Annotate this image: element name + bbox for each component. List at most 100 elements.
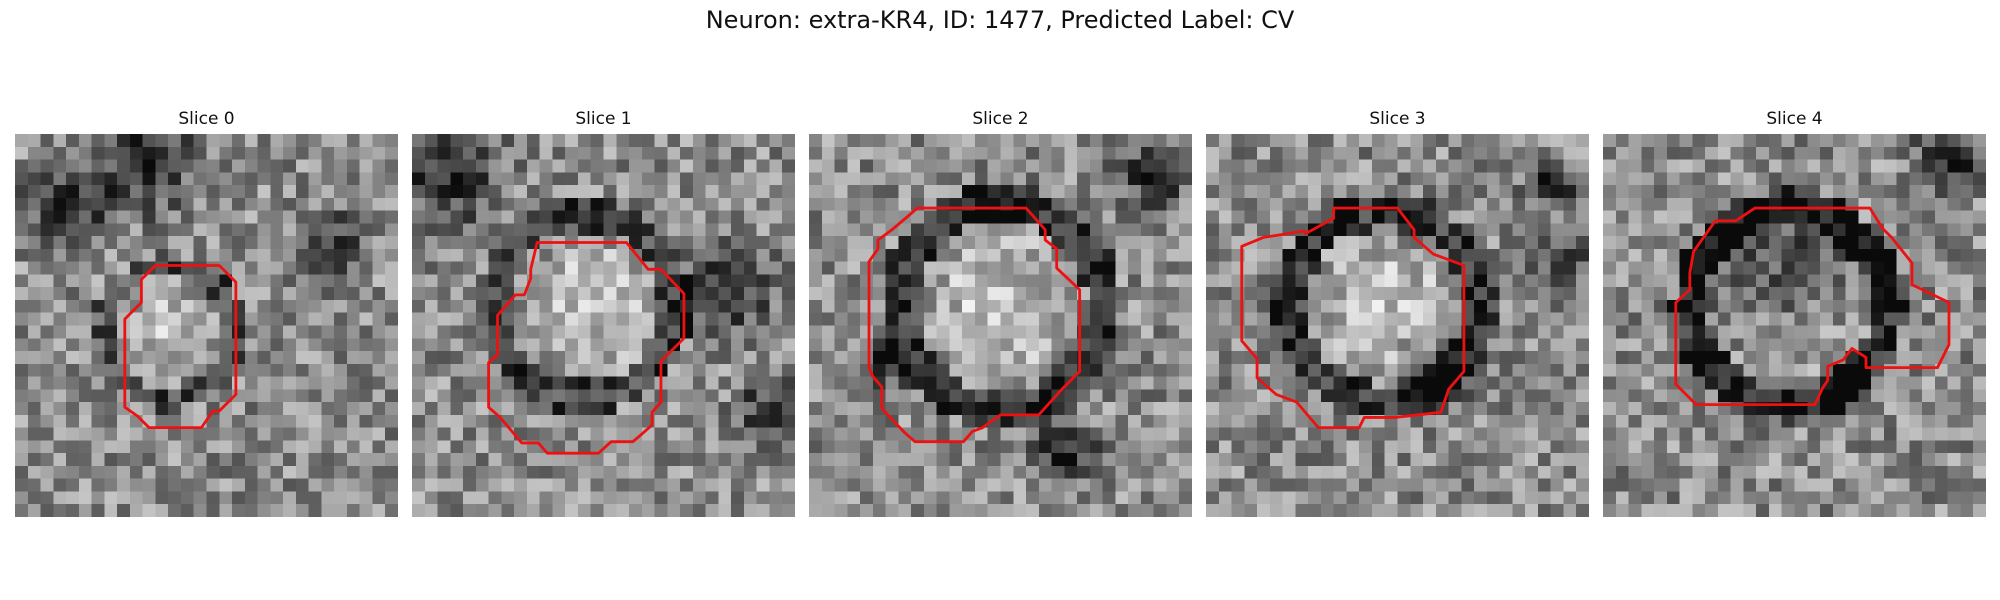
- pixel: [283, 261, 297, 275]
- pixel: [1537, 287, 1551, 301]
- pixel: [923, 134, 937, 148]
- pixel: [936, 478, 950, 492]
- pixel: [359, 299, 373, 313]
- pixel: [1064, 402, 1078, 416]
- pixel: [321, 134, 335, 148]
- pixel: [1525, 299, 1539, 313]
- pixel: [565, 299, 579, 313]
- pixel: [1679, 351, 1693, 365]
- pixel: [219, 261, 233, 275]
- pixel: [1603, 465, 1617, 479]
- pixel: [78, 299, 92, 313]
- pixel: [949, 325, 963, 339]
- pixel: [1525, 159, 1539, 173]
- pixel: [450, 478, 464, 492]
- pixel: [346, 197, 360, 211]
- pixel: [1615, 172, 1629, 186]
- pixel: [501, 376, 515, 390]
- pixel: [756, 134, 770, 148]
- pixel: [501, 236, 515, 250]
- slice-image: [15, 134, 398, 517]
- pixel: [923, 287, 937, 301]
- pixel: [1692, 440, 1706, 454]
- pixel: [1320, 491, 1334, 505]
- pixel: [1922, 223, 1936, 237]
- pixel: [1461, 376, 1475, 390]
- pixel: [898, 325, 912, 339]
- pixel: [1973, 376, 1986, 390]
- pixel: [1832, 389, 1846, 403]
- pixel: [590, 274, 604, 288]
- pixel: [1807, 185, 1821, 199]
- pixel: [1371, 248, 1385, 262]
- pixel: [782, 312, 795, 326]
- pixel: [1026, 440, 1040, 454]
- pixel: [1705, 287, 1719, 301]
- pixel: [308, 261, 322, 275]
- pixel: [1435, 287, 1449, 301]
- pixel: [629, 453, 643, 467]
- pixel: [1666, 504, 1680, 517]
- pixel: [1537, 491, 1551, 505]
- pixel: [1896, 338, 1910, 352]
- pixel: [1896, 478, 1910, 492]
- pixel: [91, 453, 105, 467]
- pixel: [1615, 312, 1629, 326]
- pixel: [1320, 185, 1334, 199]
- pixel: [1576, 402, 1589, 416]
- pixel: [1576, 351, 1589, 365]
- pixel: [1576, 248, 1589, 262]
- pixel: [78, 274, 92, 288]
- pixel: [1603, 427, 1617, 441]
- pixel: [53, 427, 67, 441]
- pixel: [731, 159, 745, 173]
- pixel: [1486, 261, 1500, 275]
- pixel: [1461, 134, 1475, 148]
- pixel: [1320, 504, 1334, 517]
- pixel: [987, 363, 1001, 377]
- pixel: [1717, 325, 1731, 339]
- pixel: [834, 299, 848, 313]
- pixel: [283, 248, 297, 262]
- pixel: [1282, 159, 1296, 173]
- pixel: [1781, 363, 1795, 377]
- pixel: [1603, 414, 1617, 428]
- pixel: [1947, 402, 1961, 416]
- pixel: [1038, 172, 1052, 186]
- pixel: [501, 159, 515, 173]
- pixel: [1807, 325, 1821, 339]
- pixel: [1410, 146, 1424, 160]
- pixel: [782, 197, 795, 211]
- pixel: [27, 351, 41, 365]
- pixel: [1244, 325, 1258, 339]
- pixel: [667, 338, 681, 352]
- pixel: [565, 491, 579, 505]
- pixel: [424, 465, 438, 479]
- pixel: [1641, 453, 1655, 467]
- pixel: [346, 185, 360, 199]
- pixel: [117, 159, 131, 173]
- pixel: [1435, 351, 1449, 365]
- pixel: [412, 248, 426, 262]
- pixel: [834, 172, 848, 186]
- pixel: [1960, 491, 1974, 505]
- pixel: [962, 261, 976, 275]
- pixel: [475, 274, 489, 288]
- pixel: [270, 159, 284, 173]
- pixel: [1641, 134, 1655, 148]
- pixel: [219, 312, 233, 326]
- pixel: [1474, 465, 1488, 479]
- pixel: [641, 351, 655, 365]
- pixel: [1909, 376, 1923, 390]
- pixel: [1359, 338, 1373, 352]
- pixel: [1525, 504, 1539, 517]
- pixel: [1615, 363, 1629, 377]
- pixel: [385, 325, 398, 339]
- pixel: [1461, 159, 1475, 173]
- pixel: [1077, 453, 1091, 467]
- pixel: [1641, 248, 1655, 262]
- pixel: [1486, 440, 1500, 454]
- pixel: [1960, 159, 1974, 173]
- pixel: [860, 146, 874, 160]
- pixel: [1756, 223, 1770, 237]
